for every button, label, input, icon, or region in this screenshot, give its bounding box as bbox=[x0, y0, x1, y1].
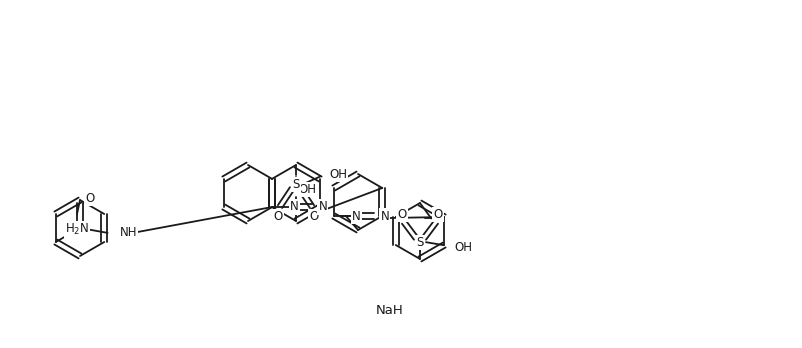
Text: NH: NH bbox=[119, 226, 137, 239]
Text: S: S bbox=[292, 178, 299, 191]
Text: O: O bbox=[433, 208, 442, 221]
Text: N: N bbox=[351, 209, 360, 222]
Text: N: N bbox=[380, 209, 389, 222]
Text: OH: OH bbox=[453, 241, 472, 254]
Text: S: S bbox=[415, 236, 423, 249]
Text: OH: OH bbox=[329, 168, 346, 181]
Text: O: O bbox=[85, 192, 95, 205]
Text: O: O bbox=[397, 208, 406, 221]
Text: O: O bbox=[309, 210, 318, 223]
Text: N: N bbox=[318, 200, 327, 214]
Text: N: N bbox=[290, 200, 298, 214]
Text: H$_2$N: H$_2$N bbox=[65, 222, 89, 237]
Text: OH: OH bbox=[298, 183, 316, 196]
Text: NaH: NaH bbox=[375, 303, 403, 316]
Text: O: O bbox=[273, 210, 282, 223]
